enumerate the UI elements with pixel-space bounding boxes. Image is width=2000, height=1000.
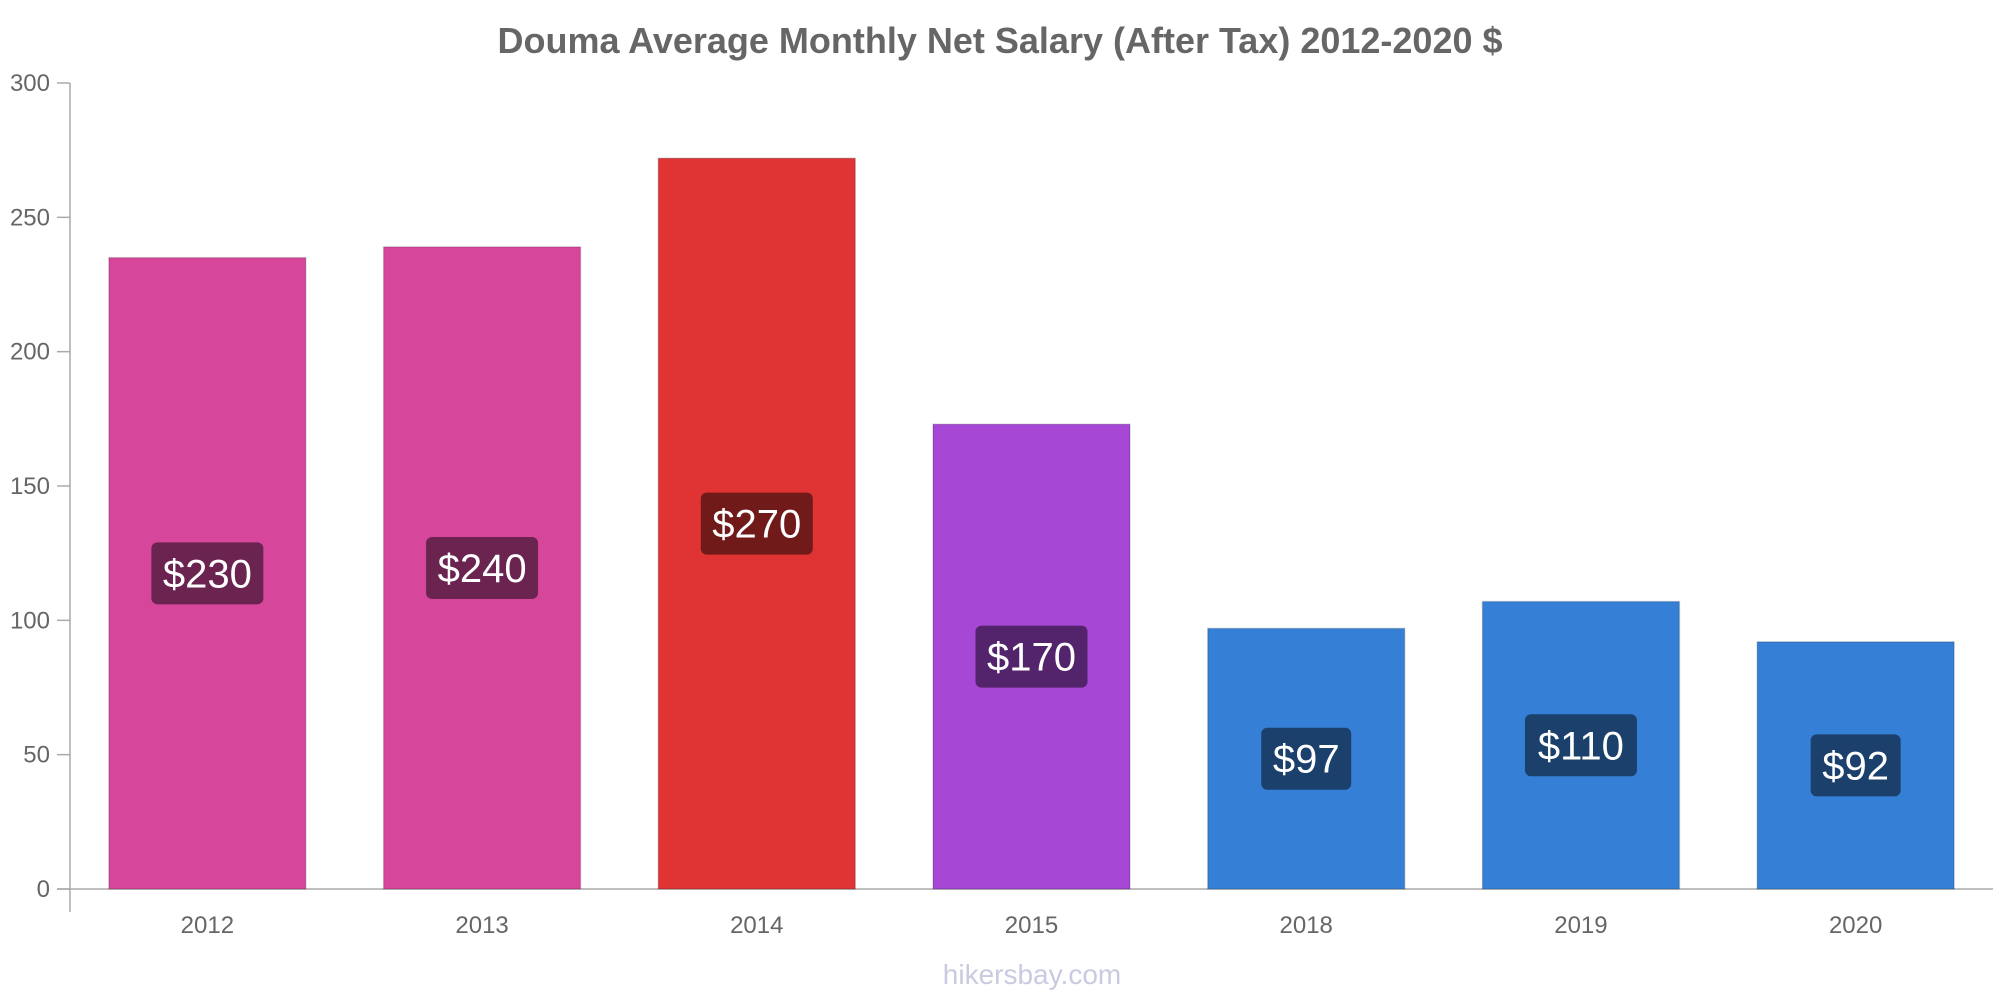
x-tick-label-2015: 2015 [1005,912,1058,939]
data-label-2012: $230 [163,552,252,596]
y-tick-label-50: 50 [23,742,50,769]
y-tick-label-250: 250 [10,204,50,231]
x-axis-ticks: 2012 2013 2014 2015 2018 2019 2020 [181,912,1883,939]
data-label-2018: $97 [1273,738,1340,782]
data-label-box-2020 [1810,734,1901,797]
data-label-box-2018 [1261,727,1352,790]
y-tick-label-200: 200 [10,339,50,366]
bar-2018 [1206,627,1406,890]
data-label-box-2014 [700,492,813,555]
x-tick-label-2014: 2014 [730,912,783,939]
data-label-2013: $240 [438,547,527,591]
x-tick-label-2012: 2012 [181,912,234,939]
y-tick-label-100: 100 [10,607,50,634]
chart-title: Douma Average Monthly Net Salary (After … [497,20,1502,61]
watermark-text: hikersbay.com [943,959,1121,990]
y-tick-label-0: 0 [37,876,50,903]
x-tick-label-2013: 2013 [455,912,508,939]
bars-group [108,157,1955,890]
x-tick-label-2019: 2019 [1554,912,1607,939]
data-label-2014: $270 [712,503,801,547]
data-label-2020: $92 [1822,744,1889,788]
y-tick-label-150: 150 [10,473,50,500]
y-axis-ticks: 0 50 100 150 200 250 300 [10,70,70,903]
data-label-box-2015 [975,625,1088,688]
x-tick-label-2020: 2020 [1829,912,1882,939]
data-label-box-2013 [426,536,539,599]
data-labels-group: $230 $240 $270 $170 $97 $110 $92 [151,492,1901,797]
data-label-2015: $170 [987,636,1076,680]
x-tick-label-2018: 2018 [1280,912,1333,939]
y-tick-label-300: 300 [10,70,50,97]
bar-2012 [108,256,307,890]
data-label-box-2019 [1524,714,1637,777]
data-label-box-2012 [151,542,264,605]
data-label-2019: $110 [1538,724,1624,768]
